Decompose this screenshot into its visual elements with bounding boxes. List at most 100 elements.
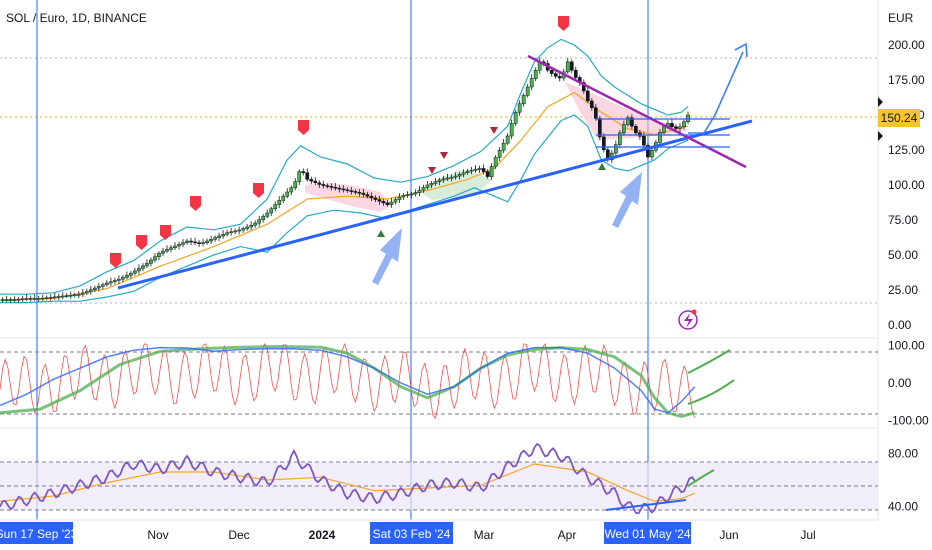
candle <box>80 292 85 295</box>
price-axis-label: 200.00 <box>888 38 925 52</box>
candle <box>289 187 294 193</box>
candle <box>197 242 201 244</box>
candle <box>457 174 462 177</box>
candle <box>157 253 161 257</box>
candle <box>670 123 674 128</box>
candle <box>642 136 646 146</box>
candle <box>265 212 270 217</box>
candle <box>68 294 73 297</box>
candle <box>52 296 57 299</box>
candle <box>618 132 622 145</box>
candle <box>293 181 298 189</box>
candle <box>465 170 470 173</box>
candle <box>273 204 278 210</box>
candle <box>565 61 570 73</box>
candle <box>84 291 89 294</box>
last-price-tag: 150.24 <box>878 109 920 127</box>
lightning-icon[interactable] <box>678 309 698 330</box>
candle <box>453 175 458 178</box>
candle <box>549 69 554 74</box>
candle <box>489 166 494 177</box>
stoch-axis-label: -100.00 <box>888 413 929 427</box>
candle <box>597 118 602 138</box>
candle <box>169 247 173 250</box>
stoch-k-line <box>0 346 696 414</box>
date-marker-label: Wed 01 May '24 <box>604 522 691 544</box>
candle <box>686 114 690 122</box>
candle <box>325 185 330 187</box>
candle <box>601 136 606 150</box>
candle <box>589 100 594 108</box>
candle <box>277 200 282 205</box>
svg-text:Sun 17 Sep '23: Sun 17 Sep '23 <box>0 527 78 541</box>
candle <box>425 184 430 188</box>
candle <box>585 90 590 102</box>
rsi-axis-label: 40.00 <box>888 500 918 514</box>
candle <box>385 202 390 205</box>
candle <box>36 298 41 300</box>
candle <box>249 225 254 228</box>
candle <box>377 199 382 202</box>
candle <box>113 280 117 282</box>
candle <box>650 150 654 158</box>
x-axis-label: Apr <box>558 528 577 542</box>
candle <box>177 244 181 247</box>
candle <box>185 240 189 243</box>
blue-ascending-trendline <box>117 119 753 290</box>
candle <box>4 299 9 302</box>
candle <box>409 193 414 196</box>
stoch-axis-label: 100.00 <box>888 339 925 353</box>
pink-fill-apr <box>565 82 690 140</box>
price-axis-label: 0.00 <box>888 318 912 332</box>
candle <box>329 186 334 188</box>
candle <box>461 172 466 175</box>
candle <box>153 256 157 261</box>
candle <box>301 171 306 173</box>
price-axis-label: 50.00 <box>888 248 918 262</box>
candle <box>682 121 686 128</box>
price-axis-label: 175.00 <box>888 73 925 87</box>
candle <box>16 298 21 301</box>
candle <box>173 245 177 248</box>
candle <box>405 194 410 197</box>
candle <box>28 298 33 300</box>
candle <box>60 295 65 298</box>
x-axis-label: Dec <box>228 528 249 542</box>
candle <box>101 284 105 287</box>
rsi-axis-label: 80.00 <box>888 446 918 460</box>
candle <box>20 298 25 301</box>
candle <box>12 299 17 301</box>
candle <box>321 184 326 186</box>
buy-triangles <box>377 163 606 237</box>
candle <box>209 239 213 242</box>
candle <box>72 294 77 297</box>
candle <box>353 191 358 193</box>
candle <box>145 263 149 267</box>
candle <box>317 182 322 185</box>
candle <box>449 176 454 179</box>
candle <box>137 268 141 272</box>
x-axis-label: Nov <box>147 528 168 542</box>
candle <box>521 95 526 105</box>
candle <box>533 69 538 79</box>
candle <box>497 150 502 158</box>
svg-text:Sat 03 Feb '24: Sat 03 Feb '24 <box>373 527 451 541</box>
candle <box>189 240 193 243</box>
candle <box>365 194 370 197</box>
candle <box>313 180 318 184</box>
candle <box>630 117 634 127</box>
candle <box>437 179 442 182</box>
candle <box>433 181 438 184</box>
candle <box>149 259 153 264</box>
candle <box>24 298 29 300</box>
candle <box>269 208 274 214</box>
candle <box>614 144 618 154</box>
candle <box>165 249 169 252</box>
candle <box>393 199 398 203</box>
bollinger-lower <box>0 114 689 304</box>
candle <box>44 297 49 299</box>
candle <box>297 171 302 182</box>
candle <box>646 144 650 158</box>
candle <box>658 132 662 143</box>
